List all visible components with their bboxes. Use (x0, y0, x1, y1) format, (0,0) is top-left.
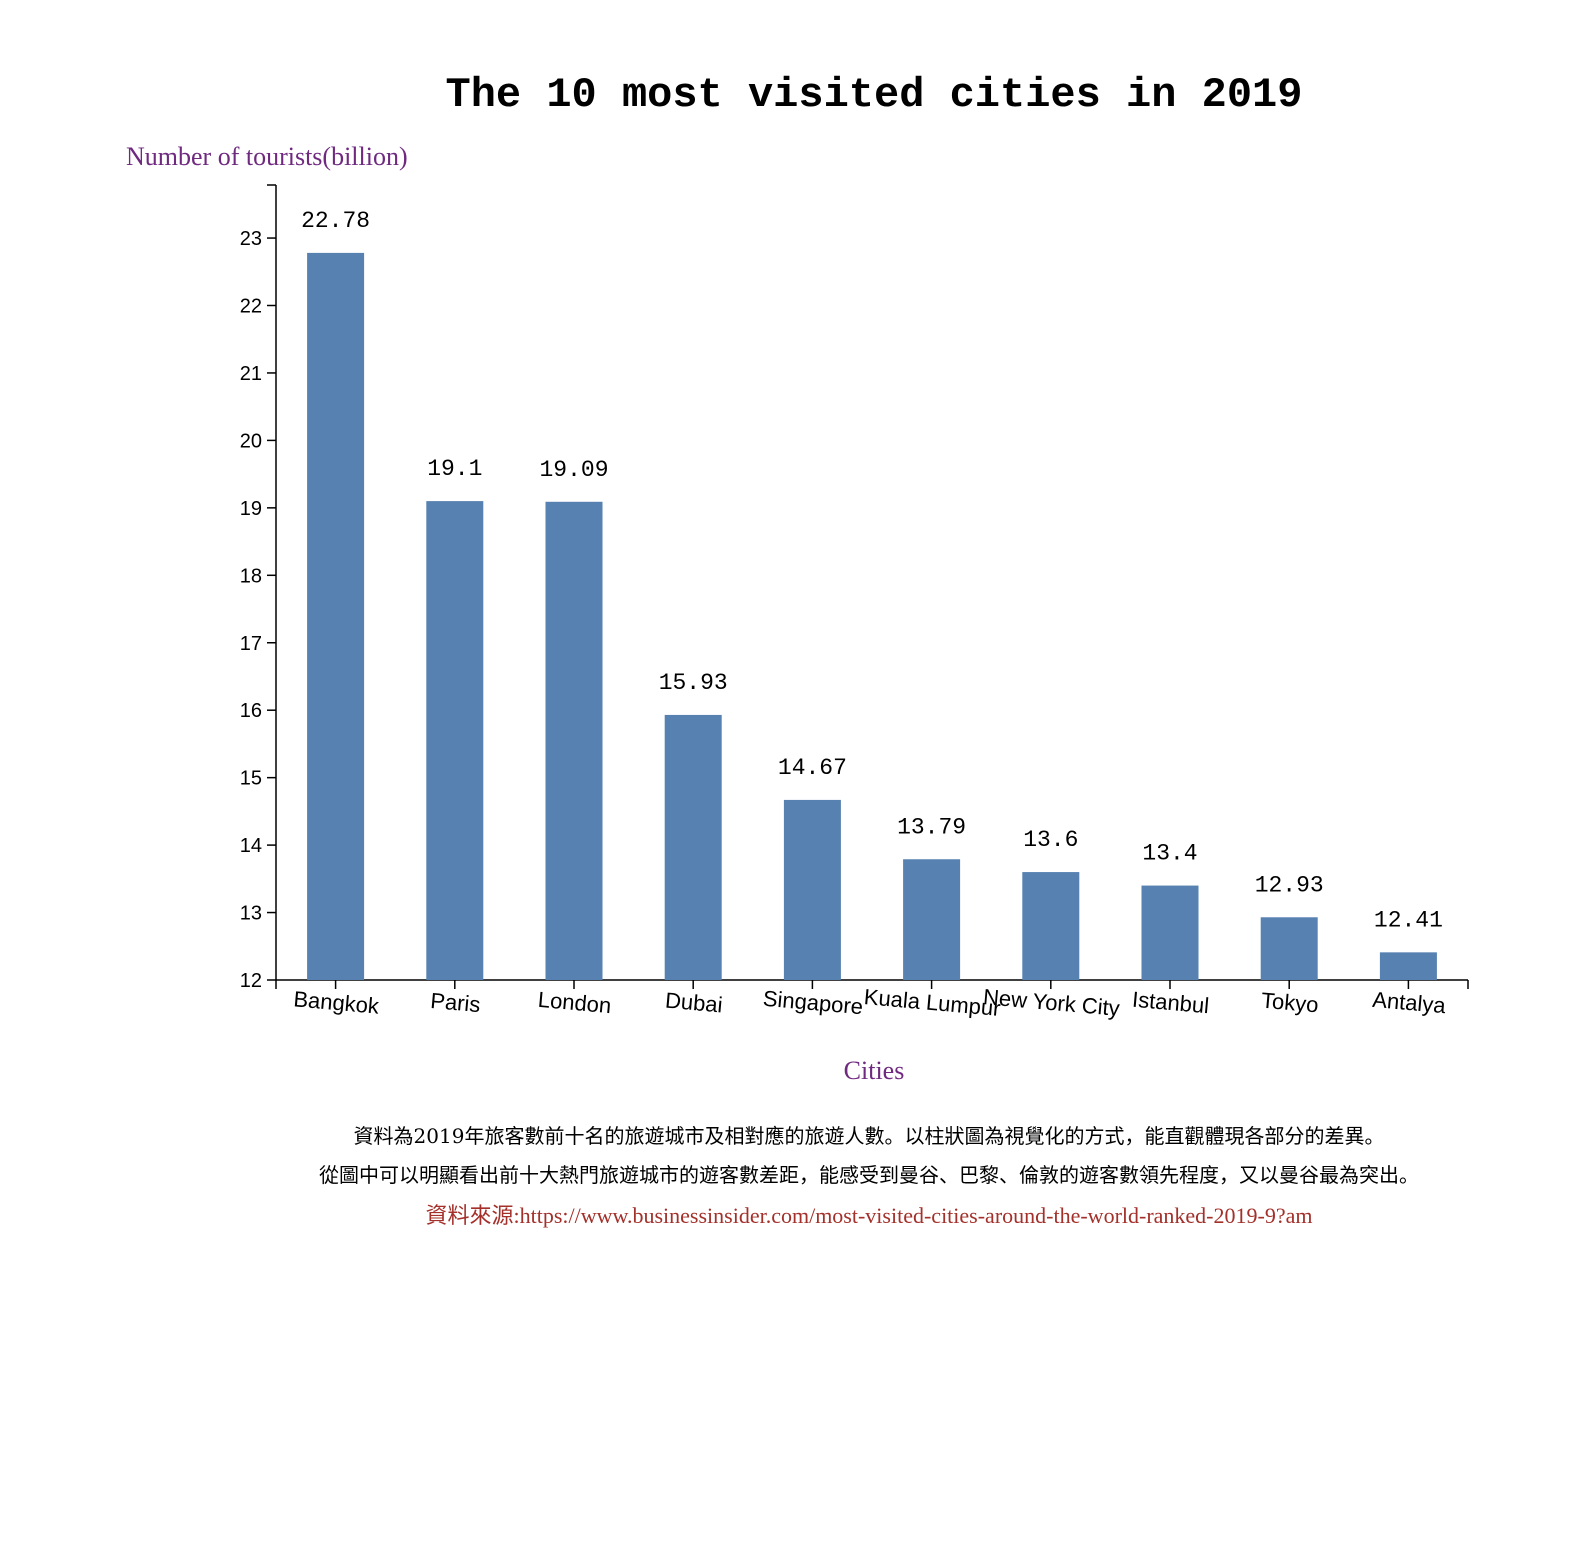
bar-value-label: 14.67 (778, 755, 847, 781)
y-axis-title: Number of tourists(billion) (126, 142, 408, 171)
bar (783, 799, 841, 980)
x-tick-label: Dubai (664, 988, 723, 1018)
y-tick-label: 22 (240, 296, 262, 318)
x-axis-title: Cities (844, 1056, 905, 1085)
caption-line-2: 從圖中可以明顯看出前十大熱門旅遊城市的遊客數差距，能感受到曼谷、巴黎、倫敦的遊客… (319, 1163, 1419, 1187)
y-tick-label: 20 (240, 430, 262, 452)
bar-chart: The 10 most visited cities in 2019 Numbe… (126, 71, 1469, 1085)
y-tick-label: 23 (240, 228, 262, 250)
y-tick-label: 14 (240, 835, 262, 857)
bar (664, 714, 722, 980)
x-tick-label: Singapore (762, 986, 864, 1020)
bar (1260, 917, 1318, 980)
y-tick-label: 21 (240, 363, 262, 385)
bar-value-label: 13.6 (1023, 827, 1078, 853)
plot-area: 12 13 14 15 16 17 18 19 20 21 22 23 Bangkok 22.78 Pari… (240, 184, 1469, 1021)
chart-title: The 10 most visited cities in 2019 (446, 71, 1303, 119)
bar-value-label: 19.09 (539, 457, 608, 483)
x-tick-label: Kuala Lumpur (863, 984, 1002, 1021)
x-tick-label: Antalya (1371, 987, 1447, 1018)
bar (307, 252, 365, 981)
y-tick-label: 18 (240, 565, 262, 587)
y-tick-label: 12 (240, 970, 262, 992)
y-tick-label: 13 (240, 903, 262, 925)
y-tick-label: 15 (240, 768, 262, 790)
bar (1141, 885, 1199, 980)
bar-value-label: 12.41 (1374, 907, 1443, 933)
bar (545, 501, 603, 980)
bar-value-label: 15.93 (659, 670, 728, 696)
source-text: 資料來源:https://www.businessinsider.com/mos… (425, 1203, 1313, 1228)
x-tick-label: New York City (982, 984, 1121, 1021)
caption-line-1: 資料為2019年旅客數前十名的旅遊城市及相對應的旅遊人數。以柱狀圖為視覺化的方式… (353, 1124, 1385, 1148)
x-tick-label: Istanbul (1131, 987, 1210, 1019)
bar-value-label: 13.4 (1142, 841, 1197, 867)
bar (1379, 952, 1437, 980)
x-tick-label: Bangkok (293, 986, 381, 1018)
bar-value-label: 12.93 (1255, 872, 1324, 898)
y-tick-label: 19 (240, 498, 262, 520)
bar-value-label: 13.79 (897, 814, 966, 840)
x-tick-label: Tokyo (1260, 988, 1319, 1018)
bar-value-label: 19.1 (427, 456, 482, 482)
y-tick-label: 17 (240, 633, 262, 655)
x-tick-label: Paris (429, 988, 481, 1017)
bar-value-label: 22.78 (301, 208, 370, 234)
bar (426, 501, 484, 980)
bar (1022, 872, 1080, 980)
y-tick-label: 16 (240, 700, 262, 722)
bar (903, 859, 961, 980)
x-tick-label: London (537, 987, 612, 1018)
